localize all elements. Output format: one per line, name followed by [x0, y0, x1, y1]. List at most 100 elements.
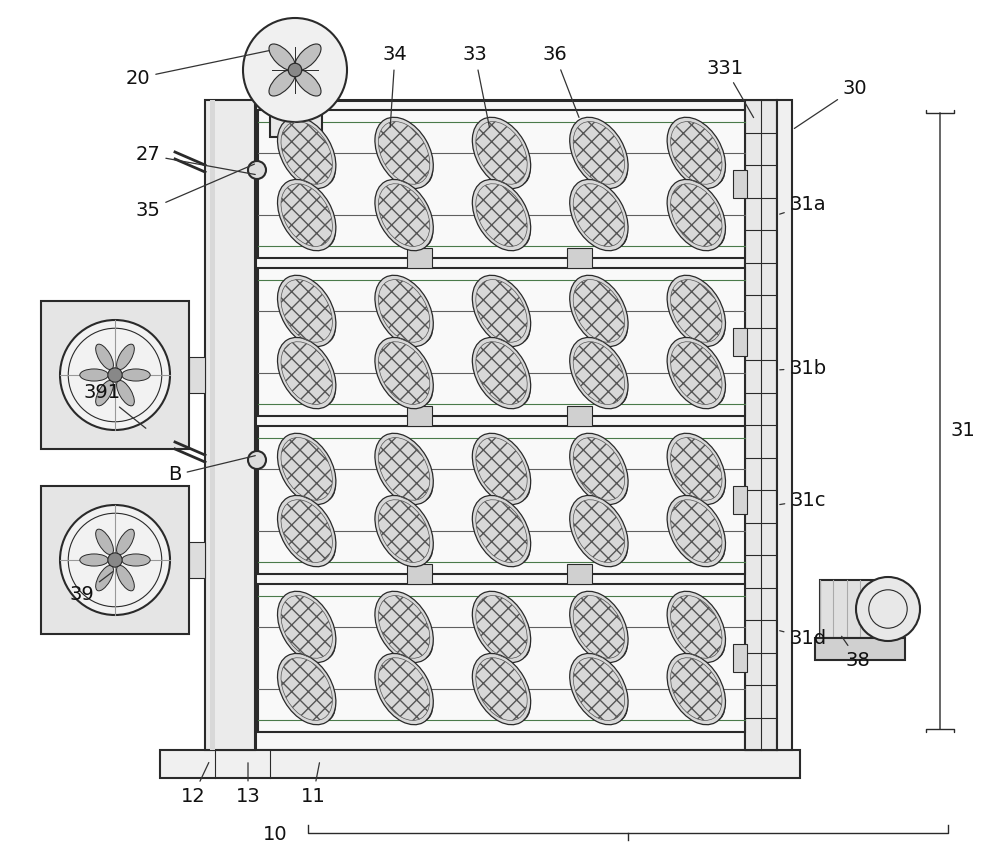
Ellipse shape	[278, 654, 336, 725]
Ellipse shape	[472, 592, 531, 662]
Ellipse shape	[293, 511, 335, 564]
Ellipse shape	[375, 654, 433, 725]
Bar	[258, 584, 745, 732]
Ellipse shape	[278, 337, 336, 408]
Circle shape	[856, 577, 920, 641]
Ellipse shape	[293, 449, 335, 501]
Ellipse shape	[488, 291, 530, 344]
Text: 36: 36	[543, 46, 579, 118]
Bar	[160, 750, 800, 778]
Ellipse shape	[488, 132, 530, 186]
Circle shape	[288, 64, 302, 77]
Circle shape	[108, 553, 122, 567]
Bar	[189, 357, 205, 393]
Text: 13: 13	[236, 763, 260, 806]
Bar	[815, 638, 905, 660]
Ellipse shape	[117, 380, 134, 406]
Bar	[407, 406, 432, 426]
Text: 39: 39	[70, 572, 113, 605]
Bar	[733, 644, 747, 672]
Ellipse shape	[278, 180, 336, 251]
Ellipse shape	[570, 495, 628, 567]
Ellipse shape	[472, 117, 531, 188]
Bar	[820, 580, 900, 638]
Text: 31c: 31c	[780, 490, 826, 509]
Bar	[205, 100, 255, 750]
Ellipse shape	[472, 275, 531, 347]
Ellipse shape	[80, 554, 108, 566]
Ellipse shape	[278, 592, 336, 662]
Ellipse shape	[488, 449, 530, 501]
Ellipse shape	[391, 291, 433, 344]
Bar	[270, 105, 322, 137]
Ellipse shape	[293, 194, 335, 248]
Ellipse shape	[570, 275, 628, 347]
Circle shape	[60, 320, 170, 430]
Ellipse shape	[683, 669, 725, 722]
Ellipse shape	[570, 117, 628, 188]
Text: 27: 27	[136, 145, 255, 175]
Ellipse shape	[293, 291, 335, 344]
Bar	[733, 486, 747, 514]
Ellipse shape	[375, 275, 433, 347]
Text: B: B	[168, 456, 255, 484]
Bar	[777, 100, 792, 750]
Ellipse shape	[667, 495, 725, 567]
Ellipse shape	[391, 353, 433, 406]
Ellipse shape	[293, 132, 335, 186]
Ellipse shape	[96, 344, 113, 370]
Ellipse shape	[472, 654, 531, 725]
Ellipse shape	[117, 529, 134, 555]
Ellipse shape	[570, 433, 628, 505]
Ellipse shape	[683, 606, 725, 660]
Ellipse shape	[667, 180, 725, 251]
Bar	[210, 100, 215, 750]
Ellipse shape	[269, 44, 295, 71]
Ellipse shape	[570, 337, 628, 408]
Text: 391: 391	[83, 384, 146, 428]
Ellipse shape	[585, 132, 628, 186]
Ellipse shape	[488, 606, 530, 660]
Bar	[189, 542, 205, 578]
Ellipse shape	[667, 592, 725, 662]
Ellipse shape	[683, 194, 725, 248]
Bar	[567, 406, 592, 426]
Bar	[41, 301, 189, 449]
Ellipse shape	[585, 669, 628, 722]
Circle shape	[248, 161, 266, 179]
Circle shape	[60, 505, 170, 615]
Ellipse shape	[278, 433, 336, 505]
Ellipse shape	[667, 275, 725, 347]
Ellipse shape	[683, 511, 725, 564]
Bar	[745, 100, 777, 750]
Bar	[733, 170, 747, 198]
Text: 10: 10	[263, 826, 287, 845]
Ellipse shape	[472, 433, 531, 505]
Ellipse shape	[293, 606, 335, 660]
Ellipse shape	[585, 606, 628, 660]
Text: 33: 33	[463, 46, 489, 127]
Ellipse shape	[585, 353, 628, 406]
Text: 34: 34	[383, 46, 407, 127]
Ellipse shape	[117, 565, 134, 591]
Bar	[733, 328, 747, 356]
Circle shape	[243, 18, 347, 122]
Ellipse shape	[269, 70, 295, 96]
Ellipse shape	[391, 449, 433, 501]
Ellipse shape	[683, 449, 725, 501]
Bar	[567, 564, 592, 584]
Bar	[41, 486, 189, 635]
Ellipse shape	[391, 606, 433, 660]
Ellipse shape	[472, 180, 531, 251]
Ellipse shape	[278, 117, 336, 188]
Ellipse shape	[570, 592, 628, 662]
Text: 38: 38	[842, 636, 870, 669]
Ellipse shape	[585, 511, 628, 564]
Ellipse shape	[80, 369, 108, 381]
Bar	[258, 268, 745, 416]
Bar	[255, 100, 745, 750]
Text: 35: 35	[136, 164, 254, 219]
Ellipse shape	[667, 654, 725, 725]
Ellipse shape	[667, 337, 725, 408]
Ellipse shape	[375, 495, 433, 567]
